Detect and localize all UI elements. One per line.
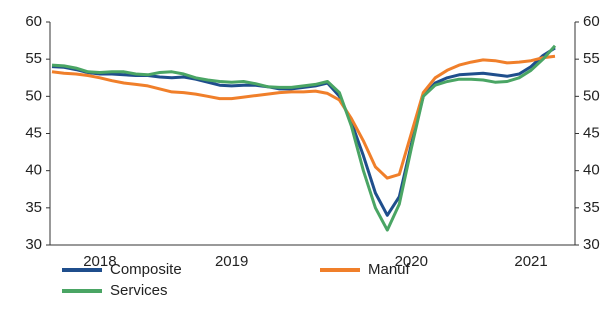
- series-line: [51, 44, 557, 232]
- y-tick-label: 55: [25, 50, 42, 67]
- x-tick-label: 2020: [395, 253, 428, 270]
- y2-tick-label: 35: [583, 199, 600, 216]
- x-tick-label: 2021: [514, 253, 547, 270]
- y2-tick-label: 45: [583, 124, 600, 141]
- y-tick-label: 45: [25, 124, 42, 141]
- y2-tick-label: 55: [583, 50, 600, 67]
- y-tick-label: 30: [25, 236, 42, 253]
- x-tick-label: 2018: [83, 253, 116, 270]
- y2-tick-label: 60: [583, 13, 600, 30]
- x-tick-label: 2019: [215, 253, 248, 270]
- y2-tick-label: 30: [583, 236, 600, 253]
- y2-tick-label: 40: [583, 162, 600, 179]
- y-tick-label: 60: [25, 13, 42, 30]
- legend-label: Composite: [110, 261, 182, 278]
- series-line: [51, 54, 556, 180]
- y-tick-label: 50: [25, 87, 42, 104]
- y-tick-label: 40: [25, 162, 42, 179]
- y2-tick-label: 50: [583, 87, 600, 104]
- legend-label: Manuf: [368, 261, 411, 278]
- legend-label: Services: [110, 282, 168, 299]
- y-tick-label: 35: [25, 199, 42, 216]
